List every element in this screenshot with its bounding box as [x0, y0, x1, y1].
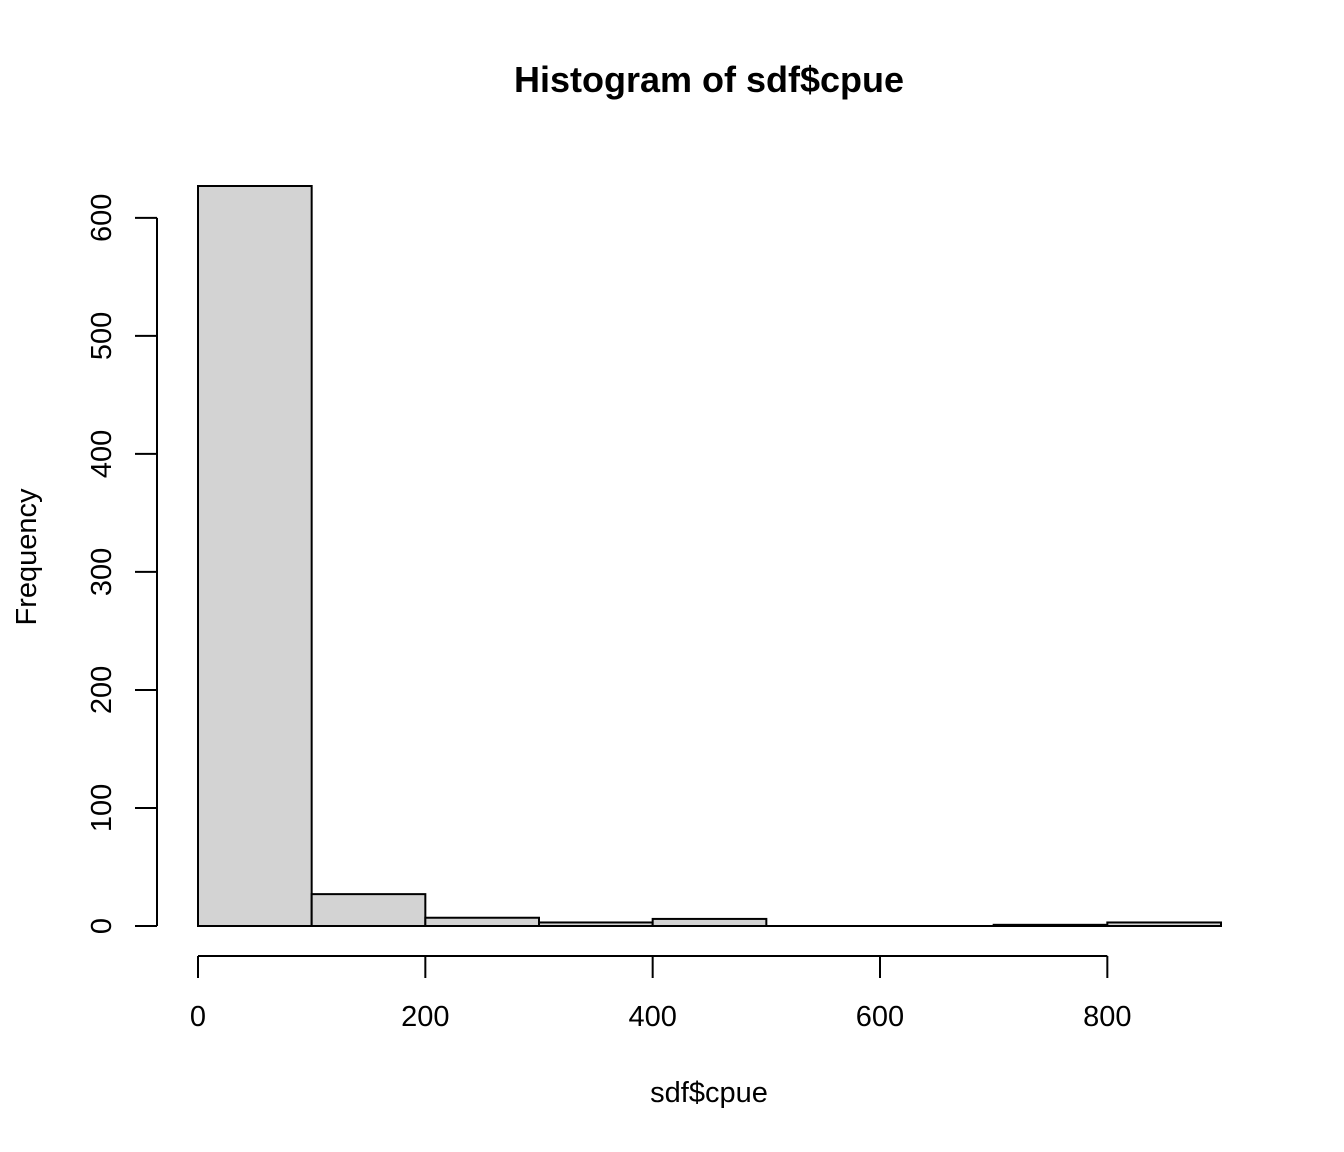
y-tick-label: 600: [86, 194, 118, 242]
histogram-bar: [424, 916, 541, 928]
x-tick-label: 800: [1083, 1001, 1131, 1033]
histogram-bar: [651, 917, 768, 927]
y-axis-label: Frequency: [11, 488, 43, 626]
x-axis-label: sdf$cpue: [650, 1077, 768, 1109]
x-tick-label: 0: [190, 1001, 206, 1033]
histogram-bar: [538, 921, 654, 928]
y-tick-label: 200: [86, 666, 118, 714]
y-tick-label: 500: [86, 312, 118, 360]
y-tick-label: 300: [86, 548, 118, 596]
bars-group: [197, 185, 1223, 928]
x-tick-label: 600: [856, 1001, 904, 1033]
chart-title: Histogram of sdf$cpue: [514, 59, 904, 100]
y-tick-label: 400: [86, 430, 118, 478]
histogram-bar: [992, 923, 1109, 927]
y-axis: 0 100 200 300 400 500 600: [86, 194, 158, 934]
histogram-bar: [310, 893, 427, 927]
x-tick-label: 200: [401, 1001, 449, 1033]
y-tick-label: 100: [86, 784, 118, 832]
x-tick-label: 400: [628, 1001, 676, 1033]
histogram-bar: [197, 185, 313, 927]
x-axis: 0 200 400 600 800: [190, 955, 1132, 1033]
y-tick-label: 0: [86, 918, 118, 934]
histogram-bar: [1106, 921, 1223, 928]
